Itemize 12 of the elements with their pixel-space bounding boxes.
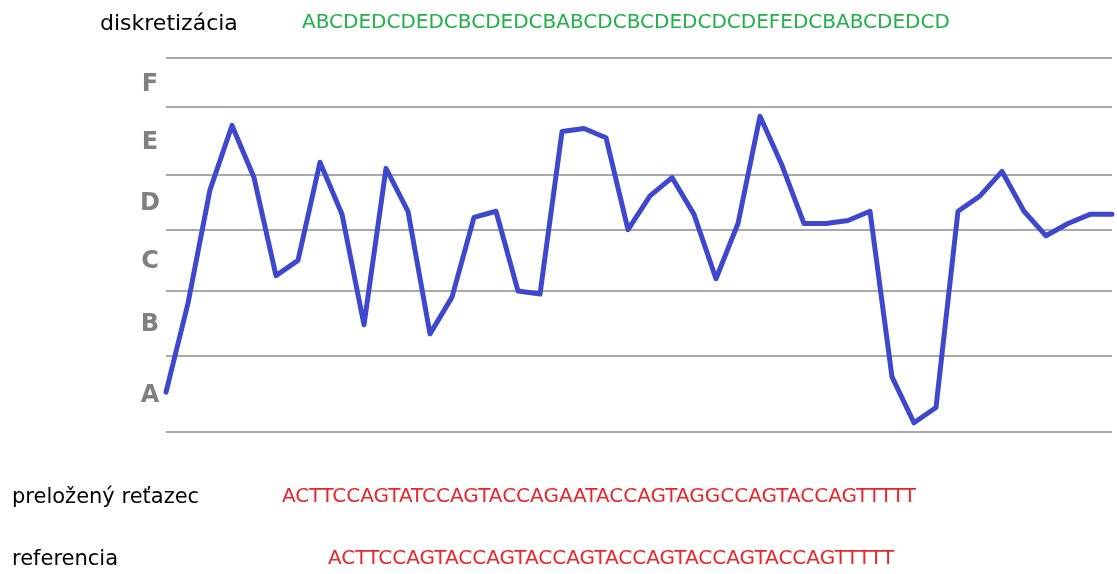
text: preložený reťazec — [12, 483, 200, 508]
text: F — [141, 68, 159, 97]
chart-title: diskretizácia — [100, 9, 238, 35]
text: referencia — [12, 545, 119, 570]
text: B — [140, 309, 160, 338]
text: ACTTCCAGTACCAGTACCAGTACCAGTACCAGTACCAGTTTTT — [328, 545, 895, 569]
text: A — [140, 379, 160, 408]
text: ACTTCCAGTATCCAGTACCAGAATACCAGTAGGCCAGTACCAGTTTTT — [282, 483, 917, 507]
text: D — [140, 188, 160, 217]
text: E — [141, 126, 159, 155]
text: C — [141, 246, 159, 275]
chart-subtitle: ABCDEDCDEDCBCDEDCBABCDCBCDEDCDCDEFEDCBABCDEDCD — [302, 9, 950, 33]
